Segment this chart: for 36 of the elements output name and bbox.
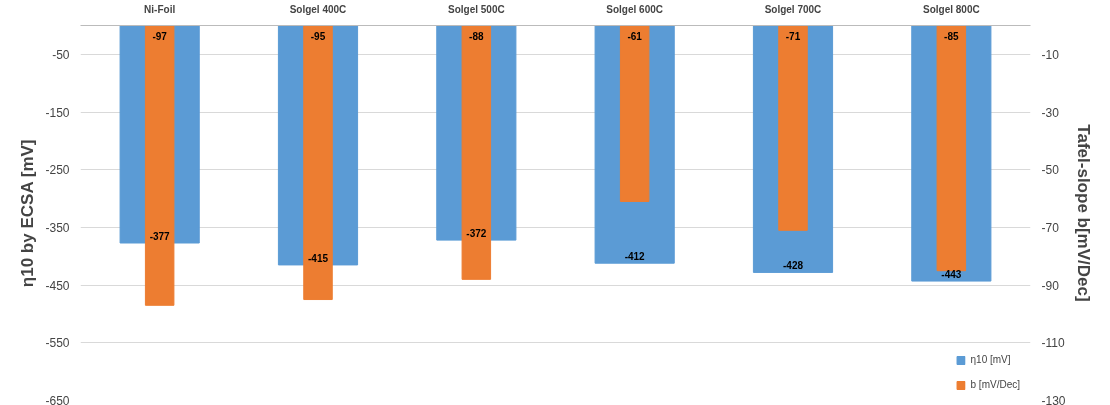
y2-tick-label: -70 [1041,220,1060,235]
data-label: -95 [310,30,326,42]
x-tick-label: Solgel 500C [447,3,505,15]
data-label: -415 [307,252,329,264]
y2-tick-label: -130 [1041,394,1066,405]
data-label: -61 [627,30,643,42]
y2-tick-label: -10 [1041,47,1060,62]
y-tick-label: -650 [45,394,70,405]
y-tick-label: -150 [45,105,70,120]
y-tick-label: -50 [52,47,70,62]
data-label: -428 [782,260,804,272]
data-label: -443 [941,269,962,281]
y2-tick-label: -90 [1041,278,1060,293]
x-tick-label: Solgel 600C [606,3,664,15]
data-label: -88 [469,30,484,42]
x-tick-label: Solgel 800C [922,3,980,15]
x-tick-label: Solgel 400C [289,3,347,15]
y-tick-label: -350 [45,220,70,235]
y2-tick-label: -50 [1041,163,1060,178]
y2-axis-title: Tafel-slope b[mV/Dec] [1073,124,1093,302]
x-tick-label: Solgel 700C [764,3,822,15]
y-tick-label: -250 [45,163,70,178]
data-label: -71 [785,30,801,42]
data-label: -412 [624,251,646,263]
x-tick-label: Ni-Foil [144,3,176,15]
data-label: -372 [466,228,487,240]
y2-tick-label: -30 [1041,105,1060,120]
y-tick-label: -550 [45,336,70,351]
y2-tick-label: -110 [1041,336,1065,351]
legend-label: b [mV/Dec] [970,379,1020,390]
data-label: -85 [944,30,959,42]
data-label: -97 [152,30,168,42]
data-label: -377 [149,231,171,242]
y-tick-label: -450 [45,278,70,293]
y-axis-title: η10 by ECSA [mV] [18,139,38,288]
legend-label: η10 [mV] [970,354,1011,365]
